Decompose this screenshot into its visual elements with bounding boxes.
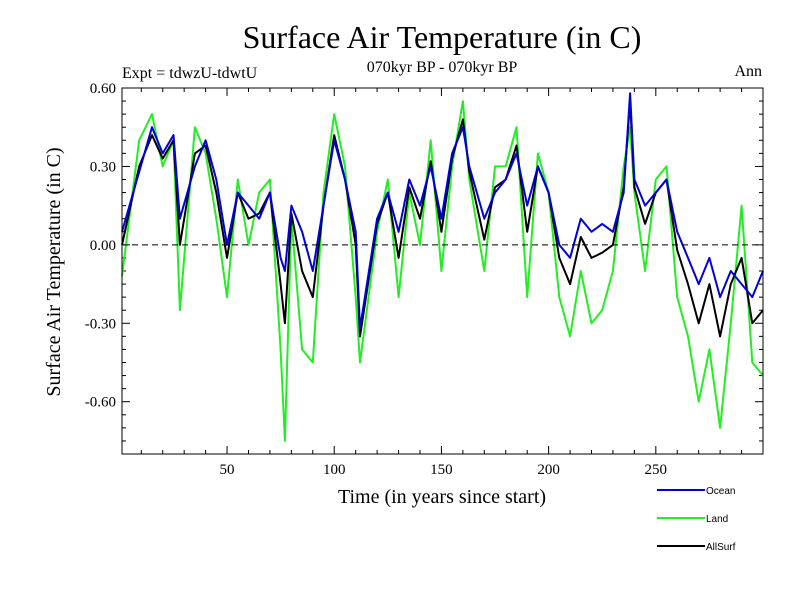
experiment-label: Expt = tdwzU-tdwtU (122, 65, 258, 82)
period-label: 070kyr BP - 070kyr BP (367, 59, 518, 76)
x-axis-label: Time (in years since start) (338, 486, 546, 508)
y-tick-label: -0.30 (85, 316, 116, 332)
x-tick-label: 250 (645, 462, 668, 478)
series-line-land (121, 100, 764, 442)
plot-frame (121, 87, 764, 455)
legend: Ocean Land AllSurf (657, 486, 736, 553)
series-line-ocean (121, 92, 764, 330)
x-tick-label: 150 (430, 462, 453, 478)
data-series (121, 92, 764, 442)
y-tick-label: -0.60 (85, 395, 116, 411)
series-line-allsurf (121, 100, 764, 338)
y-axis-label: Surface Air Temperature (in C) (43, 147, 65, 396)
x-tick-label: 50 (220, 462, 235, 478)
season-label: Ann (734, 63, 762, 80)
legend-label-ocean: Ocean (706, 486, 735, 497)
y-tick-label: 0.00 (90, 238, 116, 254)
x-tick-label: 100 (323, 462, 346, 478)
legend-label-allsurf: AllSurf (706, 542, 736, 553)
x-tick-label: 200 (537, 462, 560, 478)
chart-title: Surface Air Temperature (in C) (243, 19, 642, 55)
y-tick-label: 0.60 (90, 81, 116, 97)
legend-label-land: Land (706, 514, 728, 525)
y-tick-label: 0.30 (90, 159, 116, 175)
axis-ticks: 50 100 150 200 250 0.60 0.30 0.00 -0.30 -0.60 (85, 81, 763, 478)
